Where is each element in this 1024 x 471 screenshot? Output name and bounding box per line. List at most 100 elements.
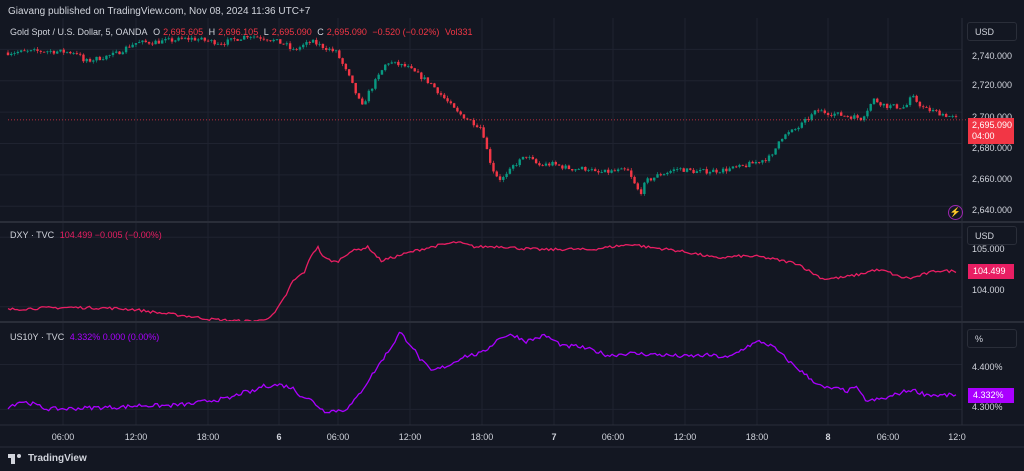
gold-y-tick: 2,700.000 [972, 112, 1013, 122]
candle-body [259, 37, 262, 39]
candle-body [856, 115, 859, 118]
candle-body [833, 113, 836, 116]
candle-body [944, 114, 948, 117]
gold-legend[interactable]: Gold Spot / U.S. Dollar, 5, OANDA O 2,695… [10, 27, 475, 37]
candle-body [948, 116, 951, 117]
us10y-legend[interactable]: US10Y · TVC 4.332% 0.000 (0.00%) [10, 332, 162, 342]
candle-body [885, 103, 889, 109]
candle-body [72, 53, 75, 54]
candle-body [160, 40, 164, 44]
candle-body [164, 39, 167, 41]
candle-body [354, 82, 357, 94]
candle-body [33, 49, 36, 51]
candle-body [531, 157, 535, 160]
candle-body [725, 168, 728, 172]
candle-body [288, 43, 292, 49]
candle-body [908, 97, 912, 106]
candle-body [92, 60, 95, 62]
candle-body [761, 160, 764, 163]
candle-body [764, 160, 767, 162]
candle-body [521, 156, 525, 160]
candle-body [475, 125, 479, 128]
candle-body [256, 36, 259, 38]
dxy-legend[interactable]: DXY · TVC 104.499 −0.005 (−0.00%) [10, 230, 165, 240]
candle-body [626, 169, 630, 171]
candle-body [144, 40, 147, 43]
candle-body [915, 95, 918, 102]
candle-body [928, 107, 931, 112]
candle-body [147, 42, 151, 44]
candle-body [49, 50, 52, 52]
candle-body [298, 47, 302, 50]
candle-body [643, 182, 646, 194]
candle-body [387, 63, 390, 65]
gold-currency-button[interactable]: USD [967, 22, 1017, 41]
candle-body [836, 112, 840, 114]
candle-body [685, 168, 689, 172]
x-tick-label: 06:00 [326, 432, 350, 442]
x-tick-label: 06:00 [601, 432, 625, 442]
candle-body [502, 176, 505, 180]
dxy-currency-button[interactable]: USD [967, 226, 1017, 245]
candle-body [10, 53, 13, 56]
pane-separators[interactable] [0, 18, 1024, 448]
candle-body [29, 50, 33, 51]
candle-body [767, 155, 771, 162]
candle-body [823, 110, 826, 114]
candle-body [279, 39, 282, 44]
brand-label: TradingView [28, 453, 87, 464]
candle-body [895, 104, 899, 109]
candle-body [167, 38, 170, 40]
candle-body [456, 107, 459, 112]
candle-body [633, 176, 636, 184]
candle-body [210, 40, 213, 41]
candle-body [741, 164, 744, 166]
volume-value: Vol331 [444, 27, 473, 37]
candle-body [295, 48, 298, 50]
candle-body [866, 110, 869, 117]
candle-body [902, 107, 905, 109]
candle-body [692, 169, 695, 174]
candle-body [715, 169, 718, 173]
candle-body [95, 56, 98, 61]
candle-body [718, 172, 722, 174]
candle-body [285, 43, 289, 45]
lightning-icon[interactable]: ⚡ [948, 205, 963, 220]
candle-body [610, 170, 613, 173]
candle-body [918, 101, 922, 107]
candle-body [675, 169, 679, 170]
candle-body [712, 169, 715, 173]
candle-body [108, 55, 111, 56]
us10y-unit-button[interactable]: % [967, 329, 1017, 348]
dxy-series-line[interactable] [7, 241, 957, 324]
candle-body [508, 168, 512, 174]
candle-body [921, 106, 925, 108]
candle-body [679, 168, 682, 170]
candle-body [925, 107, 928, 108]
tradingview-brand[interactable]: TradingView [8, 453, 87, 464]
candle-body [472, 120, 475, 126]
candle-body [525, 156, 528, 158]
candle-body [551, 161, 554, 166]
candle-body [794, 129, 797, 130]
candle-body [912, 95, 915, 98]
candle-body [787, 132, 790, 135]
candle-body [492, 162, 495, 172]
candle-body [479, 127, 482, 128]
candle-body [872, 98, 876, 104]
us10y-series-line[interactable] [7, 331, 957, 414]
x-tick-label: 12:0 [948, 432, 966, 442]
candle-body [351, 75, 354, 83]
gold-candlestick-series[interactable] [6, 33, 966, 196]
candle-body [810, 114, 813, 120]
candle-body [413, 68, 416, 72]
candle-body [584, 166, 587, 171]
x-tick-label: 12:00 [673, 432, 697, 442]
candle-body [846, 116, 849, 117]
ohlc-o-value: 2,695.605 [163, 27, 204, 37]
candle-body [616, 169, 620, 172]
x-tick-label: 18:00 [470, 432, 494, 442]
candle-body [213, 40, 216, 45]
candle-body [410, 66, 413, 69]
candle-body [649, 178, 653, 181]
